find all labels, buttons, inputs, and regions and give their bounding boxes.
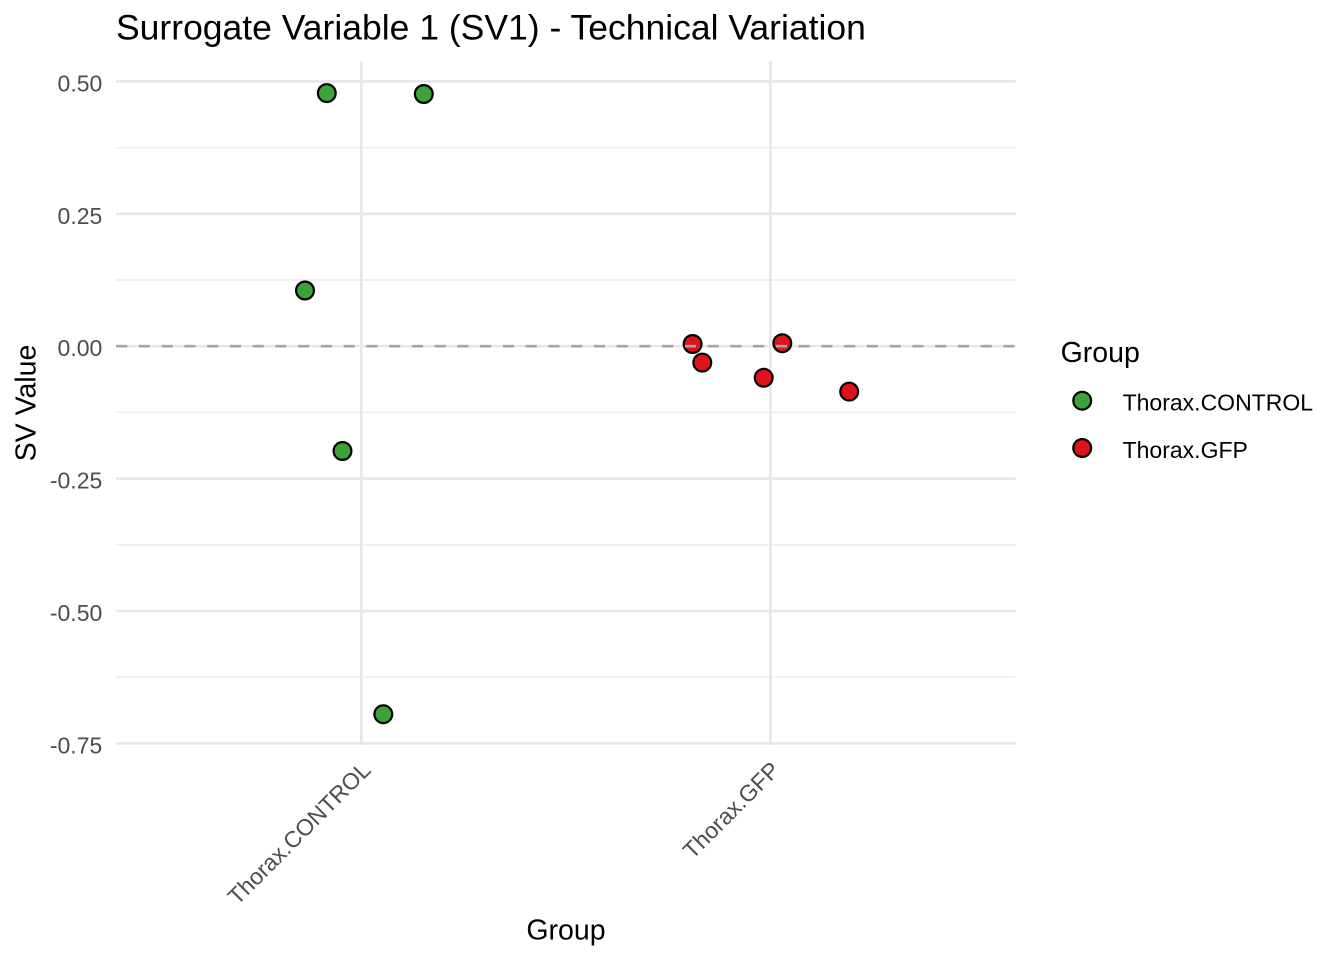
svg-text:-0.50: -0.50 bbox=[50, 600, 102, 626]
svg-text:Surrogate Variable 1 (SV1) - T: Surrogate Variable 1 (SV1) - Technical V… bbox=[116, 8, 866, 48]
svg-text:Thorax.CONTROL: Thorax.CONTROL bbox=[1123, 390, 1314, 416]
svg-text:Thorax.GFP: Thorax.GFP bbox=[1123, 437, 1248, 463]
svg-text:0.00: 0.00 bbox=[58, 335, 103, 361]
svg-text:SV Value: SV Value bbox=[10, 345, 42, 462]
svg-text:0.25: 0.25 bbox=[58, 203, 103, 229]
svg-text:-0.25: -0.25 bbox=[50, 468, 102, 494]
svg-text:Group: Group bbox=[526, 915, 605, 947]
svg-text:-0.75: -0.75 bbox=[50, 732, 102, 758]
svg-text:Group: Group bbox=[1061, 337, 1140, 369]
svg-text:0.50: 0.50 bbox=[58, 70, 103, 96]
